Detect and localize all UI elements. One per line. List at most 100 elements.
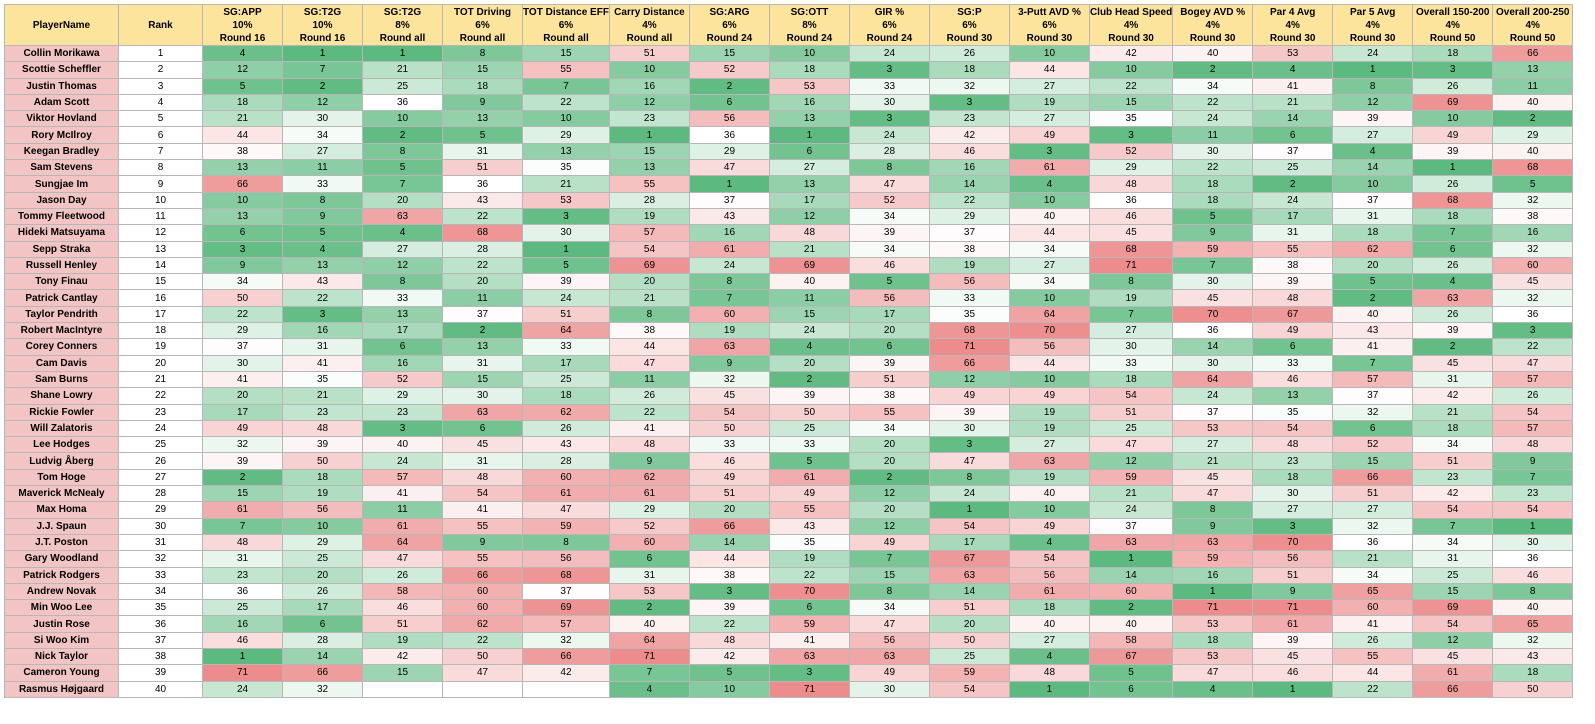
rank-cell[interactable]: 36 — [118, 615, 203, 633]
metric-cell[interactable]: 17 — [522, 354, 610, 372]
metric-cell[interactable]: 54 — [1412, 501, 1494, 519]
metric-cell[interactable]: 55 — [1252, 240, 1334, 258]
column-header[interactable]: 3-Putt AVD % 6% Round 30 — [1008, 4, 1090, 46]
metric-cell[interactable]: 41 — [202, 370, 283, 389]
rank-cell[interactable]: 38 — [118, 647, 203, 666]
rank-cell[interactable]: 15 — [118, 273, 203, 291]
player-name-cell[interactable]: Tom Hoge — [4, 468, 119, 487]
metric-cell[interactable]: 31 — [442, 452, 523, 470]
metric-cell[interactable]: 71 — [608, 647, 690, 666]
metric-cell[interactable]: 39 — [928, 403, 1010, 421]
metric-cell[interactable]: 33 — [1088, 354, 1174, 372]
metric-cell[interactable]: 22 — [202, 305, 283, 324]
metric-cell[interactable]: 41 — [282, 354, 363, 372]
metric-cell[interactable]: 41 — [1252, 77, 1334, 95]
metric-cell[interactable]: 8 — [362, 273, 443, 291]
metric-cell[interactable]: 12 — [1088, 452, 1174, 470]
metric-cell[interactable]: 24 — [688, 256, 770, 275]
metric-cell[interactable]: 57 — [1332, 370, 1414, 389]
metric-cell[interactable]: 11 — [282, 159, 363, 177]
rank-cell[interactable]: 32 — [118, 550, 203, 568]
metric-cell[interactable]: 64 — [522, 322, 610, 340]
metric-cell[interactable]: 66 — [688, 517, 770, 535]
metric-cell[interactable]: 70 — [1008, 322, 1090, 340]
metric-cell[interactable]: 2 — [688, 77, 770, 95]
metric-cell[interactable]: 4 — [608, 680, 690, 698]
metric-cell[interactable]: 18 — [1088, 370, 1174, 389]
metric-cell[interactable]: 35 — [282, 370, 363, 389]
player-name-cell[interactable]: Justin Rose — [4, 615, 119, 633]
metric-cell[interactable]: 15 — [362, 664, 443, 682]
rank-cell[interactable]: 21 — [118, 370, 203, 389]
metric-cell[interactable]: 54 — [1412, 615, 1494, 633]
metric-cell[interactable]: 5 — [442, 126, 523, 144]
column-header[interactable]: Bogey AVD % 4% Round 30 — [1172, 4, 1254, 46]
metric-cell[interactable]: 44 — [608, 338, 690, 356]
metric-cell[interactable]: 36 — [202, 582, 283, 601]
metric-cell[interactable]: 39 — [848, 224, 930, 242]
player-name-cell[interactable]: Viktor Hovland — [4, 110, 119, 128]
metric-cell[interactable]: 13 — [282, 256, 363, 275]
metric-cell[interactable]: 34 — [1332, 566, 1414, 584]
metric-cell[interactable]: 30 — [1172, 273, 1254, 291]
metric-cell[interactable]: 16 — [768, 93, 850, 112]
player-name-cell[interactable]: Corey Conners — [4, 338, 119, 356]
metric-cell[interactable]: 5 — [768, 452, 850, 470]
rank-cell[interactable]: 40 — [118, 680, 203, 698]
metric-cell[interactable]: 60 — [522, 468, 610, 487]
metric-cell[interactable]: 21 — [522, 175, 610, 193]
metric-cell[interactable]: 52 — [688, 61, 770, 79]
metric-cell[interactable]: 50 — [442, 647, 523, 666]
metric-cell[interactable]: 25 — [202, 599, 283, 617]
metric-cell[interactable]: 66 — [928, 354, 1010, 372]
metric-cell[interactable]: 22 — [1492, 338, 1574, 356]
metric-cell[interactable]: 12 — [362, 256, 443, 275]
metric-cell[interactable]: 48 — [608, 436, 690, 454]
metric-cell[interactable]: 60 — [1332, 599, 1414, 617]
metric-cell[interactable]: 53 — [1172, 419, 1254, 438]
metric-cell[interactable]: 43 — [688, 207, 770, 226]
metric-cell[interactable]: 21 — [768, 240, 850, 258]
metric-cell[interactable]: 63 — [928, 566, 1010, 584]
metric-cell[interactable]: 45 — [1172, 468, 1254, 487]
metric-cell[interactable]: 57 — [1492, 370, 1574, 389]
metric-cell[interactable]: 32 — [1492, 631, 1574, 649]
metric-cell[interactable] — [522, 680, 610, 698]
metric-cell[interactable]: 2 — [768, 370, 850, 389]
metric-cell[interactable]: 15 — [688, 44, 770, 63]
metric-cell[interactable]: 10 — [768, 44, 850, 63]
metric-cell[interactable]: 30 — [848, 680, 930, 698]
metric-cell[interactable]: 55 — [522, 61, 610, 79]
metric-cell[interactable]: 20 — [442, 273, 523, 291]
player-name-cell[interactable]: Max Homa — [4, 501, 119, 519]
metric-cell[interactable]: 5 — [1492, 175, 1574, 193]
metric-cell[interactable]: 13 — [362, 305, 443, 324]
metric-cell[interactable]: 56 — [848, 631, 930, 649]
metric-cell[interactable]: 22 — [1172, 93, 1254, 112]
metric-cell[interactable]: 5 — [1088, 664, 1174, 682]
metric-cell[interactable]: 3 — [1492, 322, 1574, 340]
metric-cell[interactable]: 61 — [1252, 615, 1334, 633]
metric-cell[interactable]: 51 — [1088, 403, 1174, 421]
metric-cell[interactable]: 14 — [688, 533, 770, 552]
metric-cell[interactable]: 37 — [1252, 142, 1334, 161]
metric-cell[interactable]: 35 — [768, 533, 850, 552]
metric-cell[interactable]: 67 — [1088, 647, 1174, 666]
metric-cell[interactable]: 59 — [1172, 240, 1254, 258]
metric-cell[interactable]: 40 — [1008, 207, 1090, 226]
metric-cell[interactable]: 60 — [1492, 256, 1574, 275]
metric-cell[interactable]: 13 — [202, 207, 283, 226]
metric-cell[interactable]: 35 — [1252, 403, 1334, 421]
player-name-cell[interactable]: Maverick McNealy — [4, 485, 119, 503]
metric-cell[interactable]: 48 — [1252, 436, 1334, 454]
metric-cell[interactable]: 27 — [768, 159, 850, 177]
metric-cell[interactable]: 45 — [1492, 273, 1574, 291]
metric-cell[interactable]: 18 — [1332, 224, 1414, 242]
metric-cell[interactable]: 43 — [522, 436, 610, 454]
metric-cell[interactable]: 32 — [1332, 517, 1414, 535]
rank-cell[interactable]: 3 — [118, 77, 203, 95]
metric-cell[interactable]: 30 — [442, 387, 523, 405]
player-name-cell[interactable]: Sam Burns — [4, 370, 119, 389]
metric-cell[interactable]: 18 — [442, 77, 523, 95]
metric-cell[interactable]: 14 — [282, 647, 363, 666]
